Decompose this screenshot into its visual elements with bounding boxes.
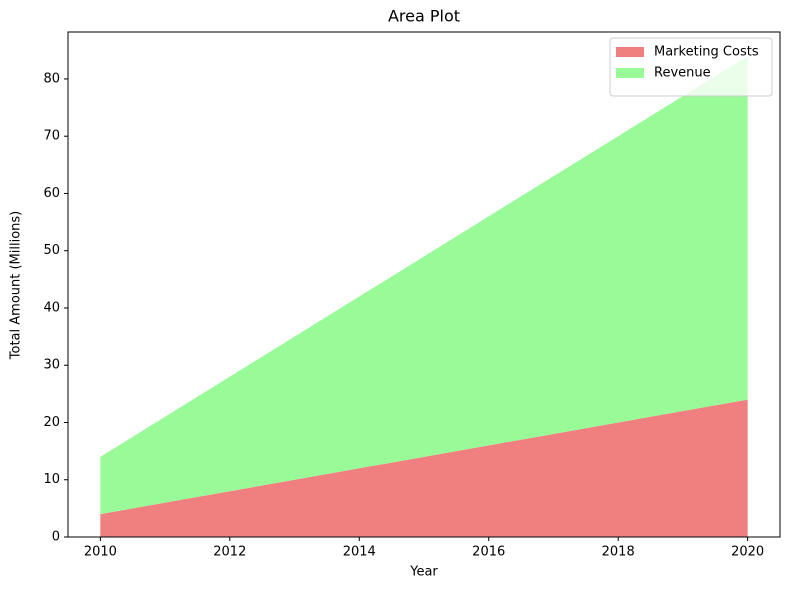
y-tick-label: 20: [43, 415, 60, 430]
y-axis-label: Total Amount (Millions): [9, 211, 24, 360]
legend-swatch: [616, 68, 644, 78]
legend-label: Revenue: [654, 66, 711, 81]
y-tick-label: 0: [52, 530, 60, 545]
y-tick-label: 50: [43, 243, 60, 258]
x-tick-label: 2016: [472, 545, 505, 560]
x-tick-label: 2014: [343, 545, 376, 560]
y-tick-label: 70: [43, 129, 60, 144]
x-tick-label: 2020: [731, 545, 764, 560]
x-tick-label: 2012: [213, 545, 246, 560]
x-tick-label: 2010: [84, 545, 117, 560]
plot-frame: [67, 31, 781, 538]
y-tick-label: 80: [43, 71, 60, 86]
y-tick-label: 10: [43, 472, 60, 487]
area: [100, 56, 748, 515]
x-axis-label: Year: [409, 565, 438, 580]
y-tick-label: 40: [43, 300, 60, 315]
legend: Marketing Costs Revenue: [609, 37, 773, 97]
legend-box: [609, 37, 773, 97]
y-tick-label: 60: [43, 186, 60, 201]
x-tick-label: 2018: [602, 545, 635, 560]
legend-label: Marketing Costs: [654, 45, 759, 60]
chart-title: Area Plot: [388, 7, 460, 26]
area: [100, 399, 748, 537]
legend-swatch: [616, 47, 644, 57]
y-tick-label: 30: [43, 358, 60, 373]
